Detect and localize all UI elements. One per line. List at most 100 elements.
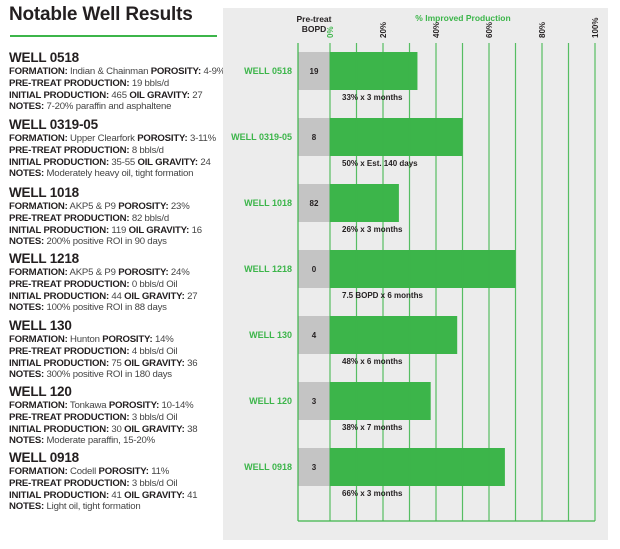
gravity-label: OIL GRAVITY: xyxy=(128,224,190,236)
formation-line: FORMATION: AKP5 & P9 POROSITY: 23% xyxy=(9,201,224,213)
x-tick-label: 80% xyxy=(538,22,547,38)
well-name: WELL 120 xyxy=(9,384,72,399)
initial-value: 41 xyxy=(111,489,122,501)
pretreat-box xyxy=(298,118,330,156)
well-category-label: WELL 120 xyxy=(249,396,292,406)
well-info-block: WELL 0319-05 FORMATION: Upper Clearfork … xyxy=(9,117,224,180)
porosity-value: 11% xyxy=(151,466,170,477)
pretreat-header-line2: BOPD xyxy=(302,24,327,34)
pretreat-label: PRE-TREAT PRODUCTION: xyxy=(9,345,130,357)
bar-data-label: 26% x 3 months xyxy=(342,225,403,234)
initial-label: INITIAL PRODUCTION: xyxy=(9,89,109,101)
notes-label: NOTES: xyxy=(9,501,45,513)
formation-label: FORMATION: xyxy=(9,334,68,345)
pretreat-value: 0 bbls/d Oil xyxy=(131,278,178,290)
formation-value: AKP5 & P9 xyxy=(69,267,116,278)
gravity-label: OIL GRAVITY: xyxy=(124,290,185,302)
gravity-value: 38 xyxy=(187,423,198,435)
well-category-label: WELL 0518 xyxy=(244,66,292,76)
initial-label: INITIAL PRODUCTION: xyxy=(9,357,109,369)
well-info-block: WELL 1218 FORMATION: AKP5 & P9 POROSITY:… xyxy=(9,251,224,314)
pretreat-label: PRE-TREAT PRODUCTION: xyxy=(9,278,130,290)
pretreat-line: PRE-TREAT PRODUCTION: 3 bbls/d Oil xyxy=(9,412,224,424)
notes-label: NOTES: xyxy=(9,435,45,447)
gravity-label: OIL GRAVITY: xyxy=(124,423,185,435)
notes-line: NOTES: Moderate paraffin, 15-20% xyxy=(9,435,224,447)
gravity-value: 24 xyxy=(200,156,211,168)
initial-label: INITIAL PRODUCTION: xyxy=(9,489,109,501)
well-name: WELL 1018 xyxy=(9,185,79,200)
page-title: Notable Well Results xyxy=(9,4,193,25)
notes-line: NOTES: 7-20% paraffin and asphaltene xyxy=(9,101,224,113)
pretreat-value: 8 bbls/d xyxy=(131,144,164,156)
well-name: WELL 130 xyxy=(9,318,72,333)
pretreat-bopd-value: 3 xyxy=(312,463,317,472)
gravity-value: 27 xyxy=(187,290,198,302)
pretreat-box xyxy=(298,382,330,420)
well-info-block: WELL 1018 FORMATION: AKP5 & P9 POROSITY:… xyxy=(9,185,224,248)
notes-label: NOTES: xyxy=(9,168,45,180)
pretreat-value: 3 bbls/d Oil xyxy=(131,477,178,489)
gravity-label: OIL GRAVITY: xyxy=(129,89,190,101)
well-info-block: WELL 0918 FORMATION: Codell POROSITY: 11… xyxy=(9,450,224,513)
formation-value: Codell xyxy=(70,466,97,477)
formation-label: FORMATION: xyxy=(9,267,68,278)
formation-label: FORMATION: xyxy=(9,400,68,411)
porosity-label: POROSITY: xyxy=(108,400,160,411)
formation-line: FORMATION: Hunton POROSITY: 14% xyxy=(9,334,224,346)
notes-value: 200% positive ROI in 90 days xyxy=(46,236,167,248)
well-category-label: WELL 0918 xyxy=(244,462,292,472)
well-category-label: WELL 0319-05 xyxy=(231,132,292,142)
pretreat-value: 82 bbls/d xyxy=(131,212,169,224)
pretreat-bopd-value: 3 xyxy=(312,397,317,406)
porosity-value: 3-11% xyxy=(189,133,216,144)
notes-value: Moderate paraffin, 15-20% xyxy=(46,435,156,447)
porosity-label: POROSITY: xyxy=(118,267,169,278)
well-name: WELL 0918 xyxy=(9,450,79,465)
pretreat-bopd-value: 82 xyxy=(310,199,319,208)
porosity-value: 23% xyxy=(170,201,190,212)
well-category-label: WELL 1218 xyxy=(244,264,292,274)
pretreat-value: 19 bbls/d xyxy=(131,77,169,89)
gravity-value: 41 xyxy=(187,489,198,501)
gravity-value: 36 xyxy=(187,357,198,369)
notes-label: NOTES: xyxy=(9,302,45,314)
notes-line: NOTES: 300% positive ROI in 180 days xyxy=(9,369,224,381)
gravity-label: OIL GRAVITY: xyxy=(137,156,198,168)
pretreat-label: PRE-TREAT PRODUCTION: xyxy=(9,212,130,224)
bar-data-label: 50% x Est. 140 days xyxy=(342,159,418,168)
pretreat-bopd-value: 19 xyxy=(310,67,319,76)
gravity-label: OIL GRAVITY: xyxy=(124,489,185,501)
well-name: WELL 1218 xyxy=(9,251,79,266)
porosity-label: POROSITY: xyxy=(102,334,153,345)
formation-line: FORMATION: Codell POROSITY: 11% xyxy=(9,466,224,478)
pretreat-value: 4 bbls/d Oil xyxy=(131,345,178,357)
formation-value: Indian & Chainman xyxy=(70,66,149,77)
pretreat-label: PRE-TREAT PRODUCTION: xyxy=(9,144,130,156)
formation-line: FORMATION: Upper Clearfork POROSITY: 3-1… xyxy=(9,133,224,145)
bar-data-label: 38% x 7 months xyxy=(342,423,403,432)
well-name: WELL 0518 xyxy=(9,50,79,65)
gravity-label: OIL GRAVITY: xyxy=(124,357,185,369)
pretreat-bopd-value: 8 xyxy=(312,133,317,142)
title-divider xyxy=(10,35,217,37)
formation-label: FORMATION: xyxy=(9,133,68,144)
initial-value: 465 xyxy=(111,89,127,101)
initial-label: INITIAL PRODUCTION: xyxy=(9,423,109,435)
notes-line: NOTES: Light oil, tight formation xyxy=(9,501,224,513)
porosity-value: 24% xyxy=(170,267,190,278)
initial-value: 119 xyxy=(111,224,127,236)
pretreat-line: PRE-TREAT PRODUCTION: 0 bbls/d Oil xyxy=(9,279,224,291)
pretreat-line: PRE-TREAT PRODUCTION: 82 bbls/d xyxy=(9,213,224,225)
notes-line: NOTES: 100% positive ROI in 88 days xyxy=(9,302,224,314)
bar xyxy=(330,250,516,288)
pretreat-box xyxy=(298,184,330,222)
bar xyxy=(330,382,431,420)
x-tick-label: 40% xyxy=(432,22,441,38)
pretreat-box xyxy=(298,316,330,354)
pretreat-line: PRE-TREAT PRODUCTION: 8 bbls/d xyxy=(9,145,224,157)
formation-line: FORMATION: Tonkawa POROSITY: 10-14% xyxy=(9,400,224,412)
initial-label: INITIAL PRODUCTION: xyxy=(9,224,109,236)
notes-label: NOTES: xyxy=(9,101,45,113)
